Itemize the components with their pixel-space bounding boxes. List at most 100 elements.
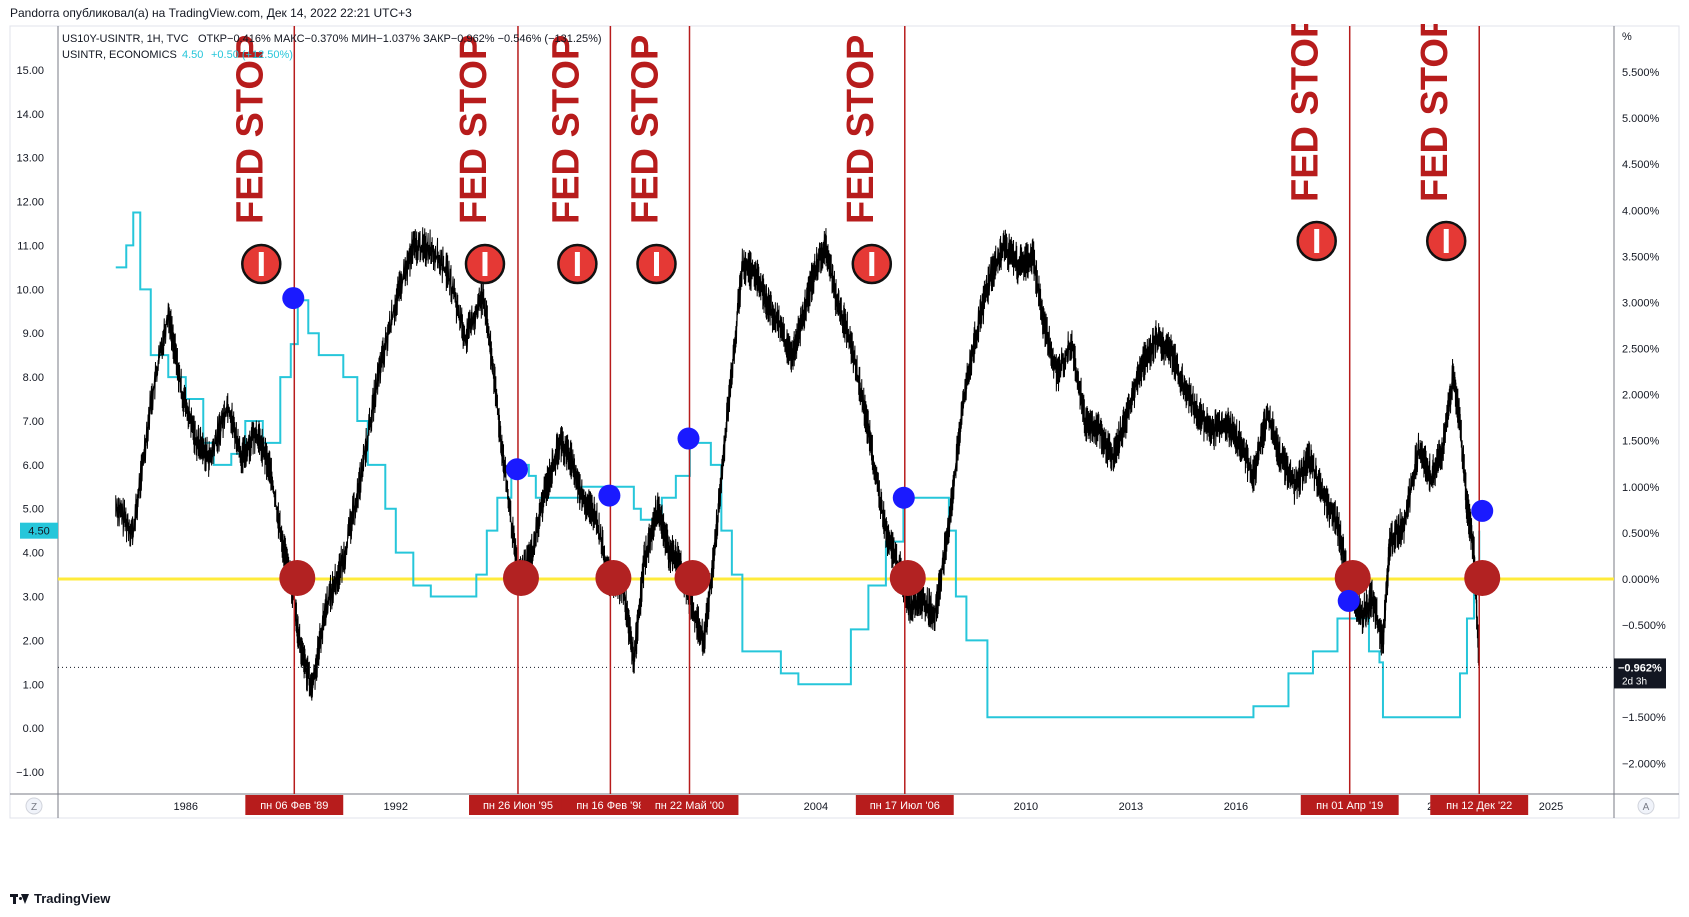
svg-text:2d 3h: 2d 3h	[1622, 676, 1647, 687]
fed-stop-label: FED STOP	[1285, 24, 1327, 202]
footer-brand[interactable]: TradingView	[10, 891, 110, 906]
left-tick-label: 5.00	[23, 504, 44, 516]
rate-peak-dot	[677, 427, 700, 450]
fed-stop-event: FED STOP пн 16 Фев '98	[545, 26, 660, 815]
fed-stop-label: FED STOP	[545, 35, 587, 224]
fed-stop-event: FED STOP пн 17 Июл '06	[840, 26, 954, 815]
right-tick-label: 3.000%	[1622, 297, 1660, 309]
series-us10y-usintr	[115, 227, 1480, 701]
footer-brand-label: TradingView	[34, 891, 111, 906]
left-tick-label: 0.00	[23, 723, 44, 735]
right-tick-label: 0.000%	[1622, 574, 1660, 586]
legend-line2-symbol[interactable]: USINTR, ECONOMICS	[62, 49, 177, 61]
stop-icon	[557, 243, 598, 285]
left-tick-label: 13.00	[16, 153, 44, 165]
time-axis[interactable]: 1986 1992 2004 2010 2013 2016 2025 2	[174, 801, 1564, 813]
left-tick-label: 11.00	[17, 240, 44, 252]
legend-line1-symbol[interactable]: US10Y-USINTR, 1H, TVC	[62, 33, 189, 45]
time-tick-label: 1992	[384, 801, 408, 813]
tradingview-logo-icon	[10, 893, 29, 904]
right-axis: % 5.500% 5.000% 4.500% 4.000% 3.500% 3.000% 2.5…	[1622, 31, 1666, 770]
zero-cross-dot	[502, 559, 539, 596]
right-tick-label: 4.500%	[1622, 159, 1660, 171]
right-tick-label: 1.000%	[1622, 482, 1660, 494]
right-tick-label: −1.500%	[1622, 712, 1666, 724]
right-tick-label: 0.500%	[1622, 528, 1660, 540]
rate-peak-dot	[282, 287, 305, 310]
chart[interactable]: 15.00 14.00 13.00 12.00 11.00 10.00 9.00 8.00 7.…	[0, 24, 1689, 890]
event-date-label: пн 01 Апр '19	[1300, 795, 1399, 815]
scale-left-button[interactable]	[25, 797, 43, 815]
zero-cross-dot	[595, 559, 632, 596]
right-tick-label: 5.000%	[1622, 113, 1660, 125]
zero-cross-dot	[889, 559, 926, 596]
fed-stop-label: FED STOP	[453, 35, 495, 224]
event-date-label: пн 22 Май '00	[640, 795, 739, 815]
auto-scale-button-label: A	[1643, 802, 1650, 813]
stop-icon	[241, 243, 282, 285]
right-axis-unit: %	[1622, 31, 1632, 43]
left-tick-label: 9.00	[23, 328, 44, 340]
plot-frame	[9, 25, 1680, 819]
right-tick-label: 1.500%	[1622, 436, 1660, 448]
right-tick-label: 3.500%	[1622, 251, 1660, 263]
zero-cross-dot	[1464, 559, 1501, 596]
legend-line2-value: 4.50	[182, 49, 203, 61]
fed-stop-events: FED STOP пн 06 Фев '89 FED STOP пн 26 Июн '…	[229, 24, 1529, 815]
time-tick-label: 1986	[174, 801, 198, 813]
left-tick-label: 14.00	[16, 109, 44, 121]
axis-corner-buttons[interactable]: Z A	[25, 797, 1655, 815]
svg-text:пн 17 Июл '06: пн 17 Июл '06	[870, 800, 940, 812]
rate-peak-dot	[598, 484, 621, 507]
stop-icon	[464, 243, 506, 285]
event-date-label: пн 16 Фев '98	[561, 795, 660, 815]
event-date-label: пн 17 Июл '06	[855, 795, 954, 815]
rate-peak-dot	[892, 486, 915, 509]
svg-text:4.50: 4.50	[28, 526, 49, 538]
right-last-value-badge: −0.962% 2d 3h	[1614, 658, 1666, 689]
left-last-value-badge: 4.50	[20, 522, 58, 539]
left-tick-label: −1.00	[16, 767, 44, 779]
stop-icon	[1296, 220, 1337, 262]
zero-cross-dot	[279, 559, 316, 596]
event-date-label: пн 12 Дек '22	[1430, 795, 1529, 815]
time-tick-label: 2013	[1119, 801, 1143, 813]
svg-text:пн 06 Фев '89: пн 06 Фев '89	[260, 800, 328, 812]
event-date-label: пн 06 Фев '89	[245, 795, 344, 815]
zero-cross-dot	[674, 559, 711, 596]
left-axis: 15.00 14.00 13.00 12.00 11.00 10.00 9.00 8.00 7.…	[16, 65, 44, 779]
time-tick-label: 2025	[1539, 801, 1563, 813]
left-tick-label: 3.00	[23, 592, 44, 604]
left-tick-label: 15.00	[16, 65, 44, 77]
left-tick-label: 4.00	[23, 548, 44, 560]
svg-text:пн 26 Июн '95: пн 26 Июн '95	[483, 800, 553, 812]
right-tick-label: 2.000%	[1622, 390, 1660, 402]
right-tick-label: 5.500%	[1622, 67, 1660, 79]
time-tick-label: 2004	[804, 801, 828, 813]
rate-peak-dot	[1471, 499, 1494, 522]
series-us10y-usintr-line	[115, 227, 1480, 701]
fed-stop-event: FED STOP пн 22 Май '00	[625, 26, 739, 815]
axis-badges: 4.50 −0.962% 2d 3h	[20, 522, 1666, 689]
fed-stop-label: FED STOP	[229, 35, 271, 224]
fed-stop-event: FED STOP пн 26 Июн '95	[453, 26, 567, 815]
fed-stop-event: FED STOP пн 01 Апр '19	[1285, 24, 1399, 815]
left-tick-label: 8.00	[23, 372, 44, 384]
fed-stop-label: FED STOP	[1414, 24, 1456, 202]
rate-peak-dot	[1337, 589, 1360, 612]
right-tick-label: −2.000%	[1622, 758, 1666, 770]
left-tick-label: 1.00	[23, 679, 44, 691]
series-usintr	[115, 211, 1481, 719]
right-tick-label: −0.500%	[1622, 620, 1666, 632]
stop-icon	[1425, 220, 1467, 262]
fed-stop-event: FED STOP пн 12 Дек '22	[1414, 24, 1529, 815]
left-tick-label: 2.00	[23, 635, 44, 647]
auto-scale-button[interactable]	[1637, 797, 1655, 815]
legend[interactable]: US10Y-USINTR, 1H, TVC ОТКР−0.416% МАКС−0…	[62, 33, 602, 61]
time-tick-label-partial: 2	[1427, 801, 1433, 813]
fed-stop-label: FED STOP	[625, 35, 667, 224]
svg-text:пн 16 Фев '98: пн 16 Фев '98	[576, 800, 644, 812]
svg-text:−0.962%: −0.962%	[1618, 662, 1662, 674]
zero-cross-dot	[1334, 559, 1371, 596]
scale-left-button-label: Z	[31, 802, 37, 813]
